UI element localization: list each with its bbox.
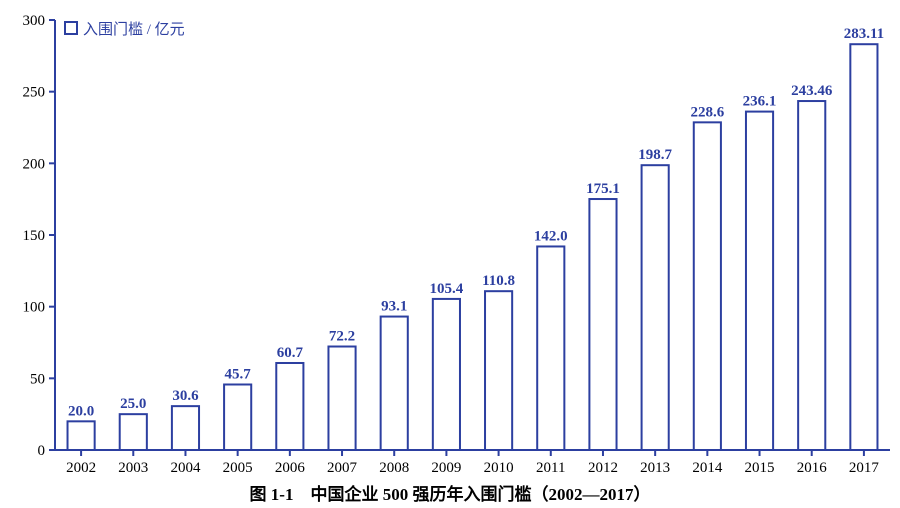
x-tick-label: 2007 xyxy=(327,460,358,476)
x-tick-label: 2005 xyxy=(223,460,253,476)
x-tick-label: 2009 xyxy=(431,460,461,476)
bar-value-label: 30.6 xyxy=(172,388,199,404)
bar xyxy=(172,406,199,450)
bar-value-label: 45.7 xyxy=(225,366,252,382)
chart-caption: 图 1-1 中国企业 500 强历年入围门槛（2002—2017） xyxy=(0,480,900,505)
y-tick-label: 0 xyxy=(38,443,46,459)
bar-value-label: 72.2 xyxy=(329,329,355,345)
bar xyxy=(381,317,408,450)
bar-value-label: 110.8 xyxy=(482,273,515,289)
y-tick-label: 100 xyxy=(23,300,46,316)
chart-svg: 0 50 100 150 200 250 300 20.0 2002 25.0 2003 30.6 20… xyxy=(0,0,900,508)
y-tick-label: 200 xyxy=(23,156,46,172)
bar xyxy=(224,384,251,450)
y-tick-label: 50 xyxy=(30,371,45,387)
x-tick-label: 2012 xyxy=(588,460,618,476)
bar-value-label: 60.7 xyxy=(277,345,304,361)
x-tick-label: 2010 xyxy=(484,460,514,476)
bar xyxy=(798,101,825,450)
legend-label: 入围门槛 / 亿元 xyxy=(83,21,185,38)
bar xyxy=(537,246,564,450)
bar xyxy=(68,421,95,450)
y-tick-label: 150 xyxy=(23,228,46,244)
bar xyxy=(850,44,877,450)
x-tick-label: 2003 xyxy=(118,460,148,476)
bar-value-label: 175.1 xyxy=(586,181,620,197)
x-tick-label: 2013 xyxy=(640,460,670,476)
bar-value-label: 105.4 xyxy=(430,281,464,297)
bar xyxy=(642,165,669,450)
bar xyxy=(276,363,303,450)
bar-value-label: 198.7 xyxy=(638,147,672,163)
bar-value-label: 283.11 xyxy=(844,26,884,42)
x-tick-label: 2011 xyxy=(536,460,565,476)
bar-value-label: 228.6 xyxy=(690,104,724,120)
x-tick-label: 2006 xyxy=(275,460,306,476)
bar-value-label: 20.0 xyxy=(68,403,94,419)
bar xyxy=(433,299,460,450)
bar xyxy=(589,199,616,450)
x-tick-label: 2014 xyxy=(692,460,723,476)
x-tick-label: 2008 xyxy=(379,460,409,476)
bar-value-label: 236.1 xyxy=(743,94,777,110)
legend-marker xyxy=(65,22,77,34)
bar xyxy=(120,414,147,450)
x-tick-label: 2017 xyxy=(849,460,880,476)
bar xyxy=(694,122,721,450)
bar-value-label: 25.0 xyxy=(120,396,146,412)
bar xyxy=(485,291,512,450)
x-tick-label: 2016 xyxy=(797,460,828,476)
bar-chart: 0 50 100 150 200 250 300 20.0 2002 25.0 2003 30.6 20… xyxy=(0,0,900,508)
bar-value-label: 93.1 xyxy=(381,299,407,315)
y-tick-label: 250 xyxy=(23,85,46,101)
x-tick-label: 2015 xyxy=(745,460,775,476)
x-tick-label: 2002 xyxy=(66,460,96,476)
bar xyxy=(746,112,773,450)
y-tick-label: 300 xyxy=(23,13,46,29)
bar xyxy=(328,347,355,450)
x-tick-label: 2004 xyxy=(170,460,201,476)
bar-value-label: 142.0 xyxy=(534,228,568,244)
bar-value-label: 243.46 xyxy=(791,83,833,99)
